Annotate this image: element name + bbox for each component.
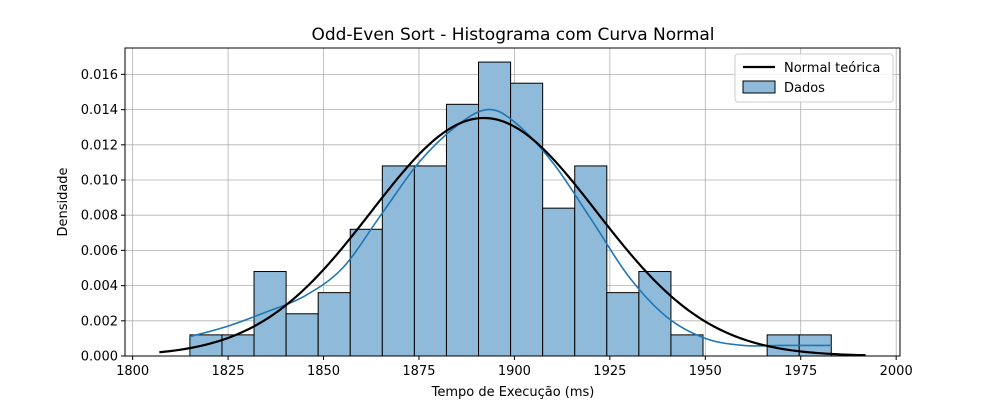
histogram-bar: [285, 313, 319, 357]
histogram-bar: [317, 292, 351, 357]
x-tick-label: 2000: [880, 364, 913, 379]
histogram-bar: [542, 207, 576, 357]
x-tick-label: 1975: [784, 364, 817, 379]
histogram-bar: [478, 61, 512, 357]
x-tick-label: 1800: [116, 364, 149, 379]
y-tick-label: 0.016: [81, 68, 118, 83]
legend-normal-label: Normal teórica: [784, 61, 880, 76]
y-tick-label: 0.008: [81, 209, 118, 224]
x-tick-label: 1900: [498, 364, 531, 379]
histogram-bar: [574, 165, 608, 357]
y-axis-label: Densidade: [56, 167, 71, 236]
legend: Normal teórica Dados: [734, 53, 894, 103]
y-tick-label: 0.014: [81, 103, 118, 118]
kde-line: [189, 108, 832, 347]
histogram-bar: [606, 292, 640, 357]
x-tick-label: 1950: [689, 364, 722, 379]
histogram-bar: [381, 165, 415, 357]
y-tick-label: 0.004: [81, 279, 118, 294]
histogram-bar: [445, 103, 480, 357]
histogram-bars: [189, 61, 832, 357]
x-axis-ticks: 1800 1825 1850 1875 1900 1925 1950 1975 2000: [116, 356, 913, 379]
legend-dados-label: Dados: [784, 81, 825, 96]
x-tick-label: 1875: [402, 364, 435, 379]
normal-curve-line: [159, 116, 866, 357]
curve-lines: [159, 108, 866, 357]
histogram-bar: [670, 334, 704, 357]
x-axis-label: Tempo de Execução (ms): [431, 385, 595, 400]
x-tick-label: 1925: [593, 364, 626, 379]
y-tick-label: 0.006: [81, 244, 118, 259]
histogram-bar: [253, 271, 287, 357]
y-tick-label: 0.012: [81, 138, 118, 153]
x-tick-label: 1850: [307, 364, 340, 379]
chart-title: Odd-Even Sort - Histograma com Curva Nor…: [311, 25, 714, 45]
y-tick-label: 0.010: [81, 174, 118, 189]
histogram-bar: [510, 82, 544, 357]
y-axis-ticks: 0.000 0.002 0.004 0.006 0.008 0.010 0.012 0.014…: [81, 68, 125, 365]
y-tick-label: 0.002: [81, 314, 118, 329]
legend-dados-swatch: [742, 80, 776, 94]
histogram-bar: [638, 271, 672, 357]
y-tick-label: 0.000: [81, 350, 118, 365]
histogram-bar: [349, 228, 383, 357]
plot-frame: [124, 47, 901, 357]
x-tick-label: 1825: [212, 364, 245, 379]
histogram-bar: [413, 165, 447, 357]
